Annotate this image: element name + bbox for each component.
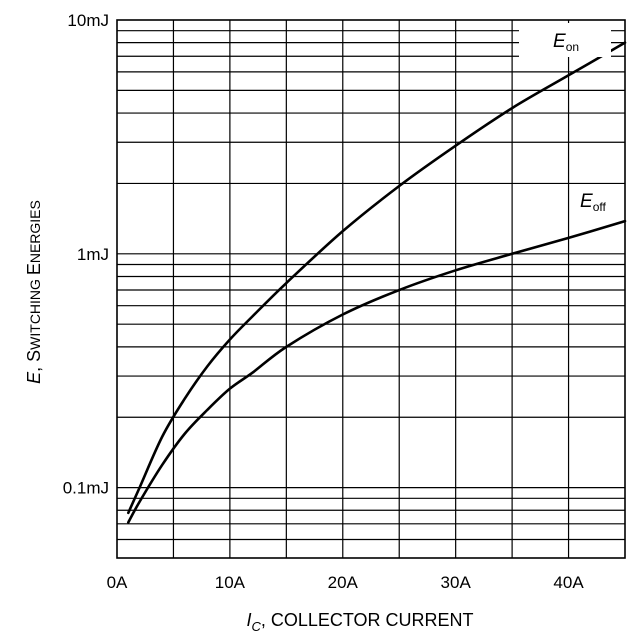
y-axis-title-part2: WITCHING <box>27 275 43 350</box>
series-line-eon <box>126 41 627 515</box>
grid-lines <box>117 20 625 558</box>
x-tick-label: 30A <box>441 573 472 592</box>
y-tick-label: 0.1mJ <box>63 479 109 498</box>
series-label-eon-sub: on <box>566 40 579 54</box>
y-axis-title: E, SWITCHING ENERGIES <box>24 200 44 384</box>
series-label-eoff: Eoff <box>580 191 606 214</box>
y-axis-title-part3: E <box>24 263 44 275</box>
x-axis-title-sub: C <box>251 619 261 634</box>
series-lines <box>126 41 627 524</box>
x-tick-label: 20A <box>328 573 359 592</box>
series-label-eoff-sub: off <box>593 200 607 214</box>
y-axis-title-part4: NERGIES <box>27 200 43 263</box>
x-tick-label: 40A <box>553 573 584 592</box>
legend-eon-background <box>519 23 611 57</box>
y-tick-label: 1mJ <box>77 245 109 264</box>
x-axis-title: IC, COLLECTOR CURRENT <box>246 610 473 634</box>
legend-eoff: Eoff <box>580 191 606 214</box>
y-axis-title-part1: , S <box>24 350 44 372</box>
plot-frame <box>116 19 626 559</box>
y-axis-title-var: E <box>24 371 44 384</box>
x-tick-label: 0A <box>107 573 128 592</box>
y-tick-labels: 0.1mJ 1mJ 10mJ <box>63 11 109 498</box>
x-tick-label: 10A <box>215 573 246 592</box>
series-label-eoff-main: E <box>580 191 593 212</box>
y-tick-label: 10mJ <box>67 11 109 30</box>
series-label-eon-main: E <box>553 31 566 52</box>
x-axis-title-text: , COLLECTOR CURRENT <box>261 610 474 630</box>
legend-eon: Eon <box>519 23 611 57</box>
series-line-eoff <box>126 219 627 524</box>
series-label-eon: Eon <box>553 31 579 54</box>
x-tick-labels: 0A 10A 20A 30A 40A <box>107 573 585 592</box>
x-axis-title-var: I <box>246 610 251 630</box>
